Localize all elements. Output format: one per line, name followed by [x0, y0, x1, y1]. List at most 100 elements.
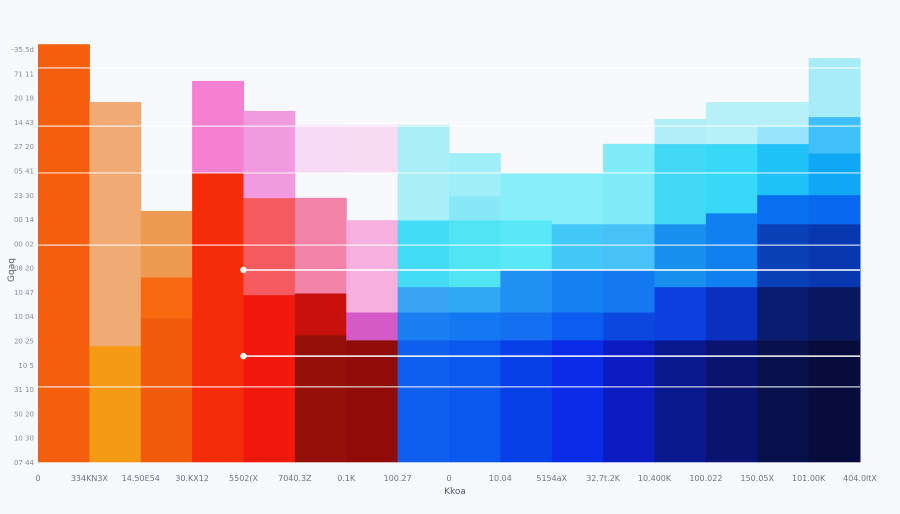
x-axis-ticks: 0 334KN3X 14.50E54 30.KX12 5502(X 7040.3Z 0.1K… — [35, 474, 877, 483]
x-tick-label: 101.00K — [792, 474, 826, 483]
bar-segment — [89, 102, 142, 347]
bar-segment — [89, 345, 142, 463]
bar-segment — [705, 102, 758, 145]
bar-segment — [500, 269, 553, 313]
bar-segment — [603, 269, 655, 313]
x-tick-label: 5154aX — [536, 474, 567, 483]
bar-segment — [243, 110, 296, 199]
bar-segment — [603, 223, 655, 271]
bar-segment — [808, 223, 861, 288]
x-tick-label: 150.05X — [741, 474, 775, 483]
bar-segment — [757, 102, 810, 127]
y-axis-title: Gqaq — [7, 258, 17, 282]
y-tick-label: 50 20 — [14, 410, 34, 418]
bar-segment — [705, 286, 758, 341]
bar-segment — [757, 194, 810, 225]
bar-segment — [603, 340, 655, 463]
x-tick-label: 30.KX12 — [175, 474, 209, 483]
x-tick-label: 14.50E54 — [122, 474, 160, 483]
bar-segment — [808, 116, 861, 154]
bar-segment — [140, 210, 193, 278]
x-tick-label: 0.1K — [337, 474, 356, 483]
bar-segment — [294, 334, 347, 463]
bar-segment — [551, 172, 604, 225]
bar-segment — [603, 143, 655, 225]
bar-segment — [757, 143, 810, 196]
bar-segment — [500, 340, 553, 463]
x-axis-title: Kkoa — [444, 487, 466, 497]
bars-layer — [38, 44, 861, 463]
reference-lines — [38, 67, 860, 388]
bar-segment — [140, 277, 193, 319]
bar-segment — [654, 340, 707, 463]
bar-segment — [500, 312, 553, 341]
bar-segment — [346, 124, 399, 174]
bar-segment — [654, 286, 707, 341]
y-axis-ticks: -35.5d 71 11 20 18 14 43 27 20 05 41 23 30 00 1… — [11, 46, 34, 467]
x-tick-label: 5502(X — [229, 474, 258, 483]
bar-segment — [757, 126, 810, 145]
bar-segment — [500, 172, 553, 221]
bar-segment — [705, 340, 758, 463]
marker-dot — [240, 266, 247, 274]
x-tick-label: 32.7t.2K — [586, 474, 621, 483]
y-tick-label: 20 18 — [14, 95, 34, 103]
marker-dot — [240, 352, 247, 360]
bar-segment — [397, 286, 450, 313]
bar-segment — [654, 223, 707, 288]
y-tick-label: 31 10 — [14, 386, 34, 394]
bar-segment — [808, 194, 861, 225]
bar-segment — [449, 196, 501, 221]
bar-segment — [294, 293, 347, 336]
y-tick-label: 23 30 — [14, 192, 34, 200]
bar-segment — [654, 118, 707, 145]
y-tick-label: 05 41 — [14, 167, 34, 175]
y-tick-label: 10 47 — [14, 289, 34, 297]
y-tick-label: 71 11 — [14, 70, 34, 78]
bar-segment — [808, 58, 861, 118]
bar-segment — [449, 153, 501, 197]
y-tick-label: 14 43 — [14, 119, 34, 127]
x-tick-label: 10.04 — [489, 474, 512, 483]
bar-segment — [449, 312, 501, 341]
y-tick-label: 10 5 — [18, 362, 34, 370]
bar-segment — [346, 220, 399, 313]
bar-segment — [705, 143, 758, 214]
bar-segment — [397, 220, 450, 288]
bar-segment — [243, 197, 296, 296]
bar-segment — [346, 340, 399, 463]
bar-segment — [38, 44, 90, 463]
y-tick-label: 08 20 — [14, 265, 34, 273]
bar-segment — [346, 312, 399, 341]
y-tick-label: 27 20 — [14, 143, 34, 151]
bar-segment — [757, 340, 810, 463]
bar-segment — [551, 223, 604, 271]
bar-segment — [192, 172, 244, 463]
y-tick-label: 07 44 — [14, 459, 35, 467]
bar-segment — [808, 153, 861, 196]
bar-segment — [397, 340, 450, 463]
x-tick-label: 100.022 — [689, 474, 722, 483]
bar-segment — [449, 286, 501, 313]
y-tick-label: 20 25 — [14, 338, 34, 346]
bar-segment — [140, 318, 193, 463]
bar-segment — [808, 340, 861, 463]
y-tick-label: 10 04 — [14, 313, 35, 321]
bar-segment — [294, 124, 347, 174]
x-tick-label: 10.400K — [638, 474, 672, 483]
y-tick-label: -35.5d — [11, 46, 34, 54]
x-tick-label: 100.27 — [384, 474, 412, 483]
bar-segment — [757, 223, 810, 288]
y-tick-label: 00 02 — [14, 240, 34, 248]
bar-segment — [705, 213, 758, 288]
y-tick-label: 10 30 — [14, 435, 34, 443]
bar-segment — [449, 220, 501, 288]
bar-segment — [192, 80, 244, 174]
bar-segment — [551, 269, 604, 313]
bar-segment — [603, 312, 655, 341]
x-tick-label: 0 — [446, 474, 451, 483]
bar-segment — [551, 340, 604, 463]
bar-segment — [397, 312, 450, 341]
bar-segment — [551, 312, 604, 341]
